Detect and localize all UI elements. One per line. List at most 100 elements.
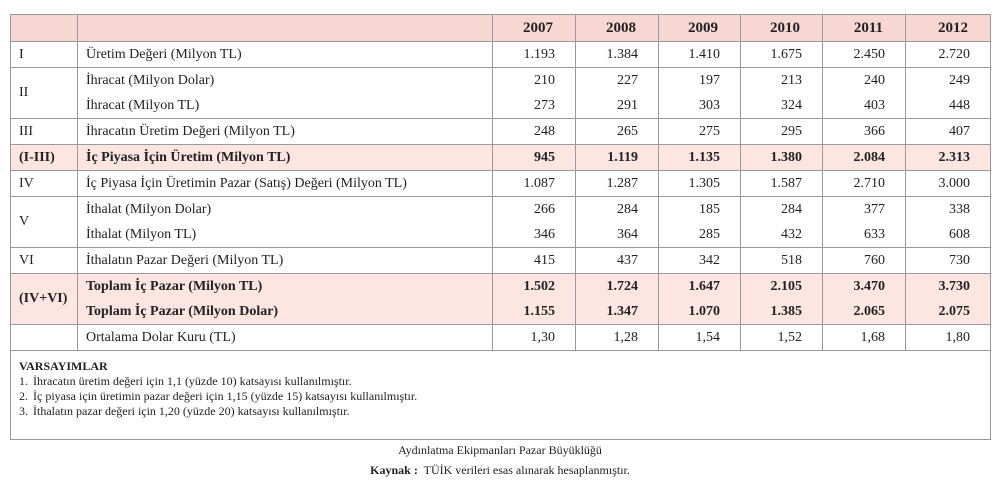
value-cell: 2.313 — [905, 144, 991, 171]
value-cell: 2.450 — [822, 41, 906, 68]
value-cell: 248 — [492, 118, 576, 145]
market-table: 2007 2008 2009 2010 2011 2012 I Üretim Değeri … — [10, 14, 991, 440]
value-cell: 448 — [905, 93, 991, 119]
value-cell: 1,28 — [575, 324, 659, 351]
group-label: VI — [10, 247, 78, 274]
value-cell: 3.000 — [905, 170, 991, 197]
value-cell: 185 — [658, 196, 741, 222]
value-cell: 338 — [905, 196, 991, 222]
value-cell: 1.087 — [492, 170, 576, 197]
year-header: 2009 — [658, 14, 741, 42]
value-cell: 633 — [822, 222, 906, 248]
row-label: İç Piyasa İçin Üretim (Milyon TL) — [77, 144, 493, 171]
value-cell: 1.385 — [740, 299, 823, 325]
value-cell: 284 — [575, 196, 659, 222]
value-cell: 1.287 — [575, 170, 659, 197]
header-cell — [10, 14, 78, 42]
source-label: Kaynak — [370, 463, 411, 477]
note-text: İhracatın üretim değeri için 1,1 (yüzde … — [33, 374, 352, 388]
table-row: Toplam İç Pazar (Milyon Dolar) 1.155 1.347… — [11, 299, 991, 325]
value-cell: 1.193 — [492, 41, 576, 68]
value-cell: 3.730 — [905, 273, 991, 299]
table-body: I Üretim Değeri (Milyon TL) 1.193 1.384 1.41… — [10, 41, 991, 440]
value-cell: 1.070 — [658, 299, 741, 325]
table-row: III İhracatın Üretim Değeri (Milyon TL) 24… — [10, 118, 991, 145]
year-header: 2011 — [822, 14, 906, 42]
table-row: IV İç Piyasa İçin Üretimin Pazar (Satış) … — [10, 170, 991, 197]
value-cell: 291 — [575, 93, 659, 119]
value-cell: 1,54 — [658, 324, 741, 351]
value-cell: 275 — [658, 118, 741, 145]
value-cell: 432 — [740, 222, 823, 248]
note-number: 1. — [19, 374, 28, 388]
value-cell: 364 — [575, 222, 659, 248]
row-label: İthalatın Pazar Değeri (Milyon TL) — [77, 247, 493, 274]
row-label: İhracat (Milyon TL) — [77, 93, 493, 119]
value-cell: 295 — [740, 118, 823, 145]
value-cell: 1,30 — [492, 324, 576, 351]
value-cell: 760 — [822, 247, 906, 274]
value-cell: 945 — [492, 144, 576, 171]
row-label: İhracat (Milyon Dolar) — [77, 67, 493, 93]
value-cell: 377 — [822, 196, 906, 222]
value-cell: 2.720 — [905, 41, 991, 68]
value-cell: 1.380 — [740, 144, 823, 171]
value-cell: 403 — [822, 93, 906, 119]
table-row: İthalat (Milyon TL) 346 364 285 432 633 608 — [11, 222, 991, 248]
value-cell: 1.305 — [658, 170, 741, 197]
year-header: 2012 — [905, 14, 991, 42]
value-cell: 518 — [740, 247, 823, 274]
value-cell: 210 — [492, 67, 576, 93]
note-text: İç piyasa için üretimin pazar değeri içi… — [33, 389, 418, 403]
table-row: İhracat (Milyon TL) 273 291 303 324 403 448 — [11, 93, 991, 119]
value-cell: 273 — [492, 93, 576, 119]
value-cell: 342 — [658, 247, 741, 274]
value-cell: 284 — [740, 196, 823, 222]
value-cell: 2.065 — [822, 299, 906, 325]
group-label: (I-III) — [10, 144, 78, 171]
source: Kaynak : TÜİK verileri esas alınarak hes… — [0, 463, 1000, 478]
note-item: 3. İthalatın pazar değeri için 1,20 (yüzd… — [19, 404, 982, 419]
value-cell: 407 — [905, 118, 991, 145]
year-header: 2008 — [575, 14, 659, 42]
value-cell: 303 — [658, 93, 741, 119]
year-header: 2010 — [740, 14, 823, 42]
value-cell: 415 — [492, 247, 576, 274]
value-cell: 1.647 — [658, 273, 741, 299]
value-cell: 227 — [575, 67, 659, 93]
row-label: Toplam İç Pazar (Milyon TL) — [77, 273, 493, 299]
value-cell: 608 — [905, 222, 991, 248]
notes-title: VARSAYIMLAR — [19, 359, 108, 373]
table-row: (IV+VI) Toplam İç Pazar (Milyon TL) 1.502 1… — [10, 273, 991, 325]
row-label: Üretim Değeri (Milyon TL) — [77, 41, 493, 68]
value-cell: 324 — [740, 93, 823, 119]
value-cell: 730 — [905, 247, 991, 274]
value-cell: 240 — [822, 67, 906, 93]
value-cell: 1.155 — [492, 299, 576, 325]
table-row: (I-III) İç Piyasa İçin Üretim (Milyon TL)… — [10, 144, 991, 171]
value-cell: 1.587 — [740, 170, 823, 197]
table-row: I Üretim Değeri (Milyon TL) 1.193 1.384 1.41… — [10, 41, 991, 68]
notes-row: VARSAYIMLAR 1. İhracatın üretim değeri içi… — [10, 350, 991, 440]
value-cell: 1,52 — [740, 324, 823, 351]
value-cell: 1.135 — [658, 144, 741, 171]
value-cell: 1.502 — [492, 273, 576, 299]
source-text: TÜİK verileri esas alınarak hesaplanmışt… — [423, 463, 630, 477]
value-cell: 1.410 — [658, 41, 741, 68]
value-cell: 1.384 — [575, 41, 659, 68]
value-cell: 1,68 — [822, 324, 906, 351]
table-row: Ortalama Dolar Kuru (TL) 1,30 1,28 1,54 1,52… — [10, 324, 991, 351]
row-label: İhracatın Üretim Değeri (Milyon TL) — [77, 118, 493, 145]
group-label: IV — [10, 170, 78, 197]
group-label: V — [10, 196, 78, 248]
row-label: İç Piyasa İçin Üretimin Pazar (Satış) De… — [77, 170, 493, 197]
value-cell: 266 — [492, 196, 576, 222]
group-label: III — [10, 118, 78, 145]
year-header: 2007 — [492, 14, 576, 42]
note-item: 2. İç piyasa için üretimin pazar değeri i… — [19, 389, 982, 404]
value-cell: 1.347 — [575, 299, 659, 325]
header-cell — [77, 14, 493, 42]
row-label: Ortalama Dolar Kuru (TL) — [77, 324, 493, 351]
value-cell: 1.675 — [740, 41, 823, 68]
value-cell: 3.470 — [822, 273, 906, 299]
